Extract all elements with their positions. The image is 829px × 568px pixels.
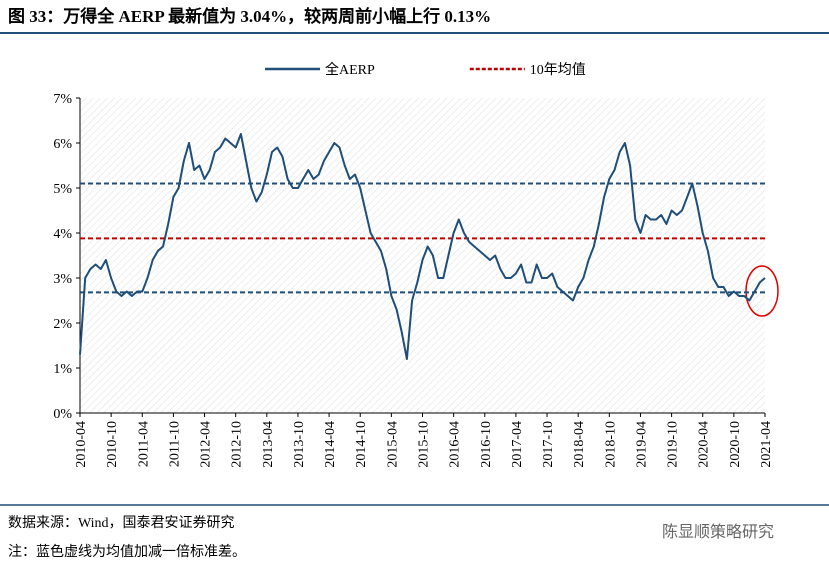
x-tick-label: 2020-10 [728,421,743,468]
legend: 全AERP 10年均值 [265,61,586,78]
x-tick-label: 2021-04 [759,421,774,468]
legend-label: 10年均值 [530,62,586,78]
x-tick-label: 2014-04 [323,421,338,468]
y-tick-label: 3% [53,272,72,287]
source: 数据来源：Wind，国泰君安证券研究 [8,515,235,531]
x-tick-label: 2019-04 [634,421,649,468]
data-line [79,133,766,360]
x-tick-label: 2015-04 [385,421,400,468]
x-tick-label: 2017-04 [510,421,525,468]
highlight-circle [745,265,779,317]
x-tick-label: 2015-10 [417,421,432,468]
y-tick-label: 0% [53,407,72,422]
plot-background [80,98,765,413]
x-tick-label: 2016-10 [479,421,494,468]
y-tick-label: 7% [53,92,72,107]
y-tick-label: 5% [53,182,72,197]
x-tick-label: 2010-10 [105,421,120,468]
x-tick-label: 2011-10 [167,421,182,467]
x-tick-label: 2019-10 [666,421,681,468]
y-tick-label: 6% [53,137,72,152]
x-tick-label: 2018-04 [572,421,587,468]
chart-title: 图 33：万得全 AERP 最新值为 3.04%，较两周前小幅上行 0.13% [8,6,491,26]
watermark: 陈显顺策略研究 [662,523,774,541]
x-tick-label: 2011-04 [136,421,151,467]
y-tick-label: 2% [53,317,72,332]
y-tick-label: 4% [53,227,72,242]
note: 注：蓝色虚线为均值加减一倍标准差。 [8,543,246,560]
x-tick-label: 2013-10 [292,421,307,468]
x-tick-label: 2012-04 [199,421,214,468]
x-tick-label: 2020-04 [697,421,712,468]
x-tick-label: 2013-04 [261,421,276,468]
y-tick-label: 1% [53,362,72,377]
x-tick-label: 2010-04 [74,421,89,468]
x-tick-label: 2012-10 [230,421,245,468]
x-tick-label: 2014-10 [354,421,369,468]
legend-label: 全AERP [325,61,375,78]
x-tick-label: 2017-10 [541,421,556,468]
x-tick-label: 2016-04 [448,421,463,468]
x-tick-label: 2018-10 [603,421,618,468]
